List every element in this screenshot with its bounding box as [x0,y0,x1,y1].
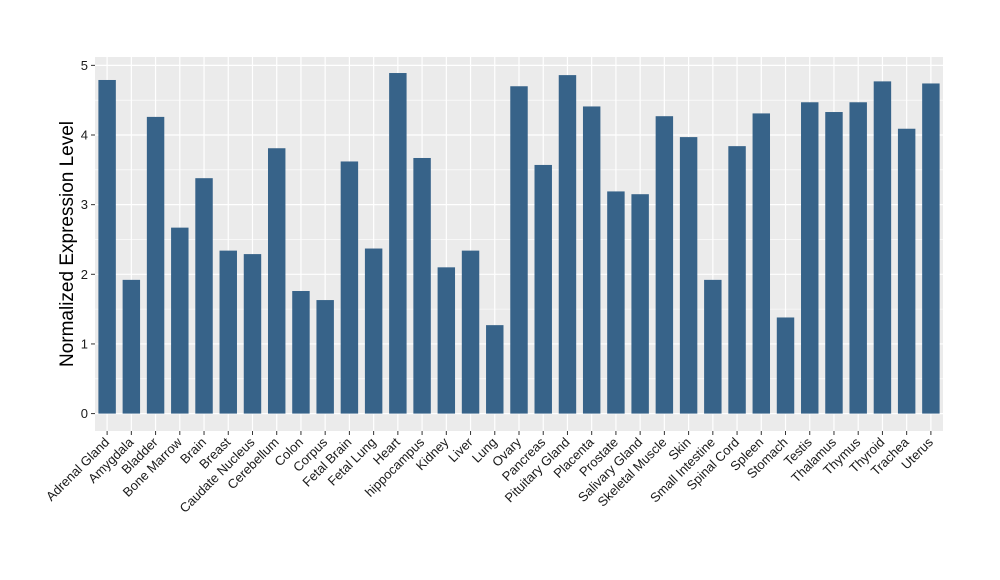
x-tick-label: Liver [445,434,476,465]
bar-liver [461,250,480,414]
bar-ovary [510,86,528,414]
bar-spinal-cord [728,146,746,414]
bar-fetal-brain [340,161,359,414]
bar-testis [801,102,819,414]
y-axis: 0 1 2 3 4 5 [81,58,95,421]
bar-uterus [922,83,940,414]
y-tick-label: 5 [81,58,88,73]
bar-corpus [316,300,334,414]
bar-thalamus [825,112,843,414]
bar-colon [292,291,310,414]
bar-bone-marrow [171,227,189,414]
bar-pituitary-gland [558,75,577,414]
bar-hippocampus [413,157,431,414]
bar-trachea [897,128,916,414]
bar-brain [195,178,213,414]
bar-placenta [582,106,601,414]
bar-small-intestine [704,279,722,414]
bar-cerebellum [267,148,286,414]
bar-spleen [752,113,771,414]
bar-breast [219,250,237,414]
bar-salivary-gland [631,194,649,414]
y-axis-title: Normalized Expression Level [57,121,78,367]
bar-caudate-nucleus [243,254,262,414]
bar-amygdala [122,279,141,414]
bar-bladder [146,116,165,414]
bar-thyroid [873,81,892,414]
bar-skin [679,137,698,414]
y-tick-label: 2 [81,267,88,282]
bar-heart [389,73,407,414]
bar-prostate [607,191,625,414]
bar-pancreas [534,164,552,414]
bar-fetal-lung [364,248,383,414]
bars [98,73,940,414]
y-tick-label: 3 [81,197,88,212]
y-tick-label: 1 [81,336,88,351]
bar-adrenal-gland [98,79,116,414]
bar-skeletal-muscle [655,116,674,414]
bar-thymus [849,102,867,414]
bar-stomach [776,317,795,414]
bar-lung [486,325,504,414]
y-tick-label: 0 [81,406,88,421]
y-tick-label: 4 [81,128,88,143]
bar-kidney [437,267,456,414]
